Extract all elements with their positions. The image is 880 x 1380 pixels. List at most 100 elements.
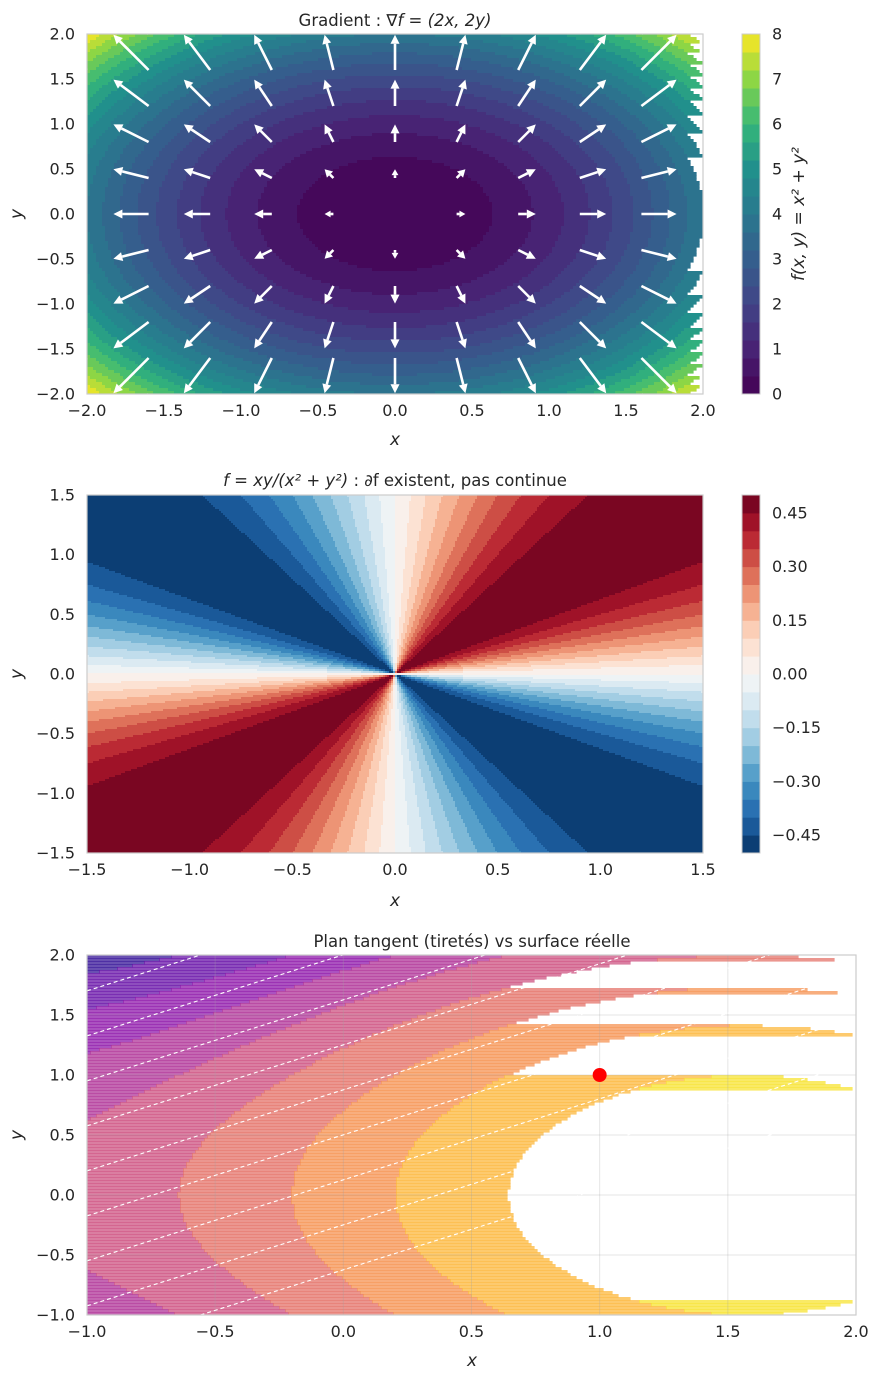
contour-cell: [327, 677, 352, 680]
contour-cell: [138, 130, 160, 134]
contour-cell: [87, 527, 238, 530]
contour-cell: [323, 607, 340, 610]
contour-cell: [219, 76, 250, 80]
contour-cell: [577, 607, 624, 610]
contour-cell: [335, 543, 350, 546]
contour-cell: [213, 334, 244, 338]
contour-cell: [87, 547, 260, 550]
contour-cell: [564, 205, 589, 209]
contour-cell: [351, 609, 360, 612]
contour-cell: [552, 58, 583, 62]
contour-cell: [147, 79, 169, 83]
contour-cell: [198, 265, 223, 269]
contour-cell: [657, 136, 676, 140]
contour-cell: [249, 88, 289, 92]
contour-cell: [471, 645, 492, 648]
contour-cell: [603, 301, 625, 305]
contour-cell: [421, 571, 432, 574]
contour-cell: [234, 148, 268, 152]
gradient-colorbar-band: [742, 232, 760, 251]
contour-cell: [231, 232, 262, 236]
contour-cell: [525, 238, 559, 242]
contour-cell: [177, 73, 202, 77]
gradient-arrow-shaft: [189, 85, 212, 107]
contour-cell: [409, 617, 416, 620]
contour-cell: [561, 313, 589, 317]
contour-cell: [597, 55, 622, 59]
contour-cell: [144, 277, 163, 281]
contour-cell: [159, 154, 178, 158]
contour-cell: [563, 517, 703, 520]
contour-cell: [534, 133, 565, 137]
contour-cell: [204, 193, 232, 197]
contour-cell: [371, 621, 378, 624]
contour-cell: [389, 611, 396, 614]
contour-cell: [345, 679, 358, 682]
contour-cell: [681, 301, 697, 305]
contour-cell: [429, 663, 438, 666]
contour-cell: [87, 575, 126, 578]
contour-cell: [87, 561, 276, 564]
contour-cell: [147, 625, 194, 628]
contour-cell: [157, 659, 240, 662]
contour-cell: [293, 529, 314, 532]
contour-cell: [96, 256, 112, 260]
contour-cell: [159, 151, 181, 155]
contour-cell: [373, 587, 382, 590]
contour-cell: [691, 565, 703, 568]
contour-cell: [627, 298, 649, 302]
contour-cell: [395, 575, 404, 578]
contour-cell: [156, 292, 178, 296]
contour-cell: [579, 175, 604, 179]
contour-cell: [519, 529, 552, 532]
contour-cell: [213, 142, 244, 146]
contour-cell: [511, 507, 538, 510]
contour-cell: [153, 361, 175, 365]
contour-cell: [546, 91, 577, 95]
contour-cell: [291, 391, 355, 394]
contour-cell: [677, 629, 703, 632]
contour-cell: [87, 519, 230, 522]
contour-cell: [258, 205, 298, 209]
contour-cell: [593, 649, 664, 652]
contour-cell: [147, 169, 169, 173]
contour-cell: [429, 601, 438, 604]
gradient-arrow-head: [254, 169, 265, 178]
contour-cell: [588, 112, 610, 116]
contour-cell: [405, 653, 408, 656]
contour-cell: [439, 611, 450, 614]
contour-cell: [471, 367, 520, 371]
contour-cell: [413, 643, 418, 646]
contour-cell: [567, 34, 595, 38]
contour-cell: [171, 322, 193, 326]
contour-cell: [87, 352, 103, 356]
contour-cell: [405, 555, 416, 558]
contour-cell: [431, 539, 444, 542]
contour-cell: [663, 319, 679, 323]
contour-cell: [558, 385, 586, 389]
contour-cell: [361, 663, 368, 666]
contour-cell: [105, 617, 160, 620]
contour-cell: [429, 545, 442, 548]
contour-cell: [603, 597, 658, 600]
contour-cell: [423, 663, 430, 666]
contour-cell: [555, 70, 583, 74]
contour-cell: [492, 217, 535, 221]
contour-cell: [257, 669, 328, 672]
contour-cell: [215, 657, 264, 660]
contour-cell: [385, 663, 388, 666]
contour-cell: [543, 103, 574, 107]
contour-cell: [513, 358, 550, 362]
contour-cell: [285, 647, 306, 650]
contour-cell: [387, 587, 396, 590]
contour-cell: [511, 539, 540, 542]
contour-cell: [642, 91, 661, 95]
contour-cell: [129, 79, 148, 83]
contour-cell: [612, 340, 634, 344]
gradient-arrow-shaft: [640, 40, 672, 71]
contour-cell: [315, 581, 332, 584]
contour-cell: [675, 139, 694, 143]
gradient-arrow-shaft: [190, 284, 211, 300]
contour-cell: [261, 641, 286, 644]
contour-cell: [369, 677, 376, 680]
